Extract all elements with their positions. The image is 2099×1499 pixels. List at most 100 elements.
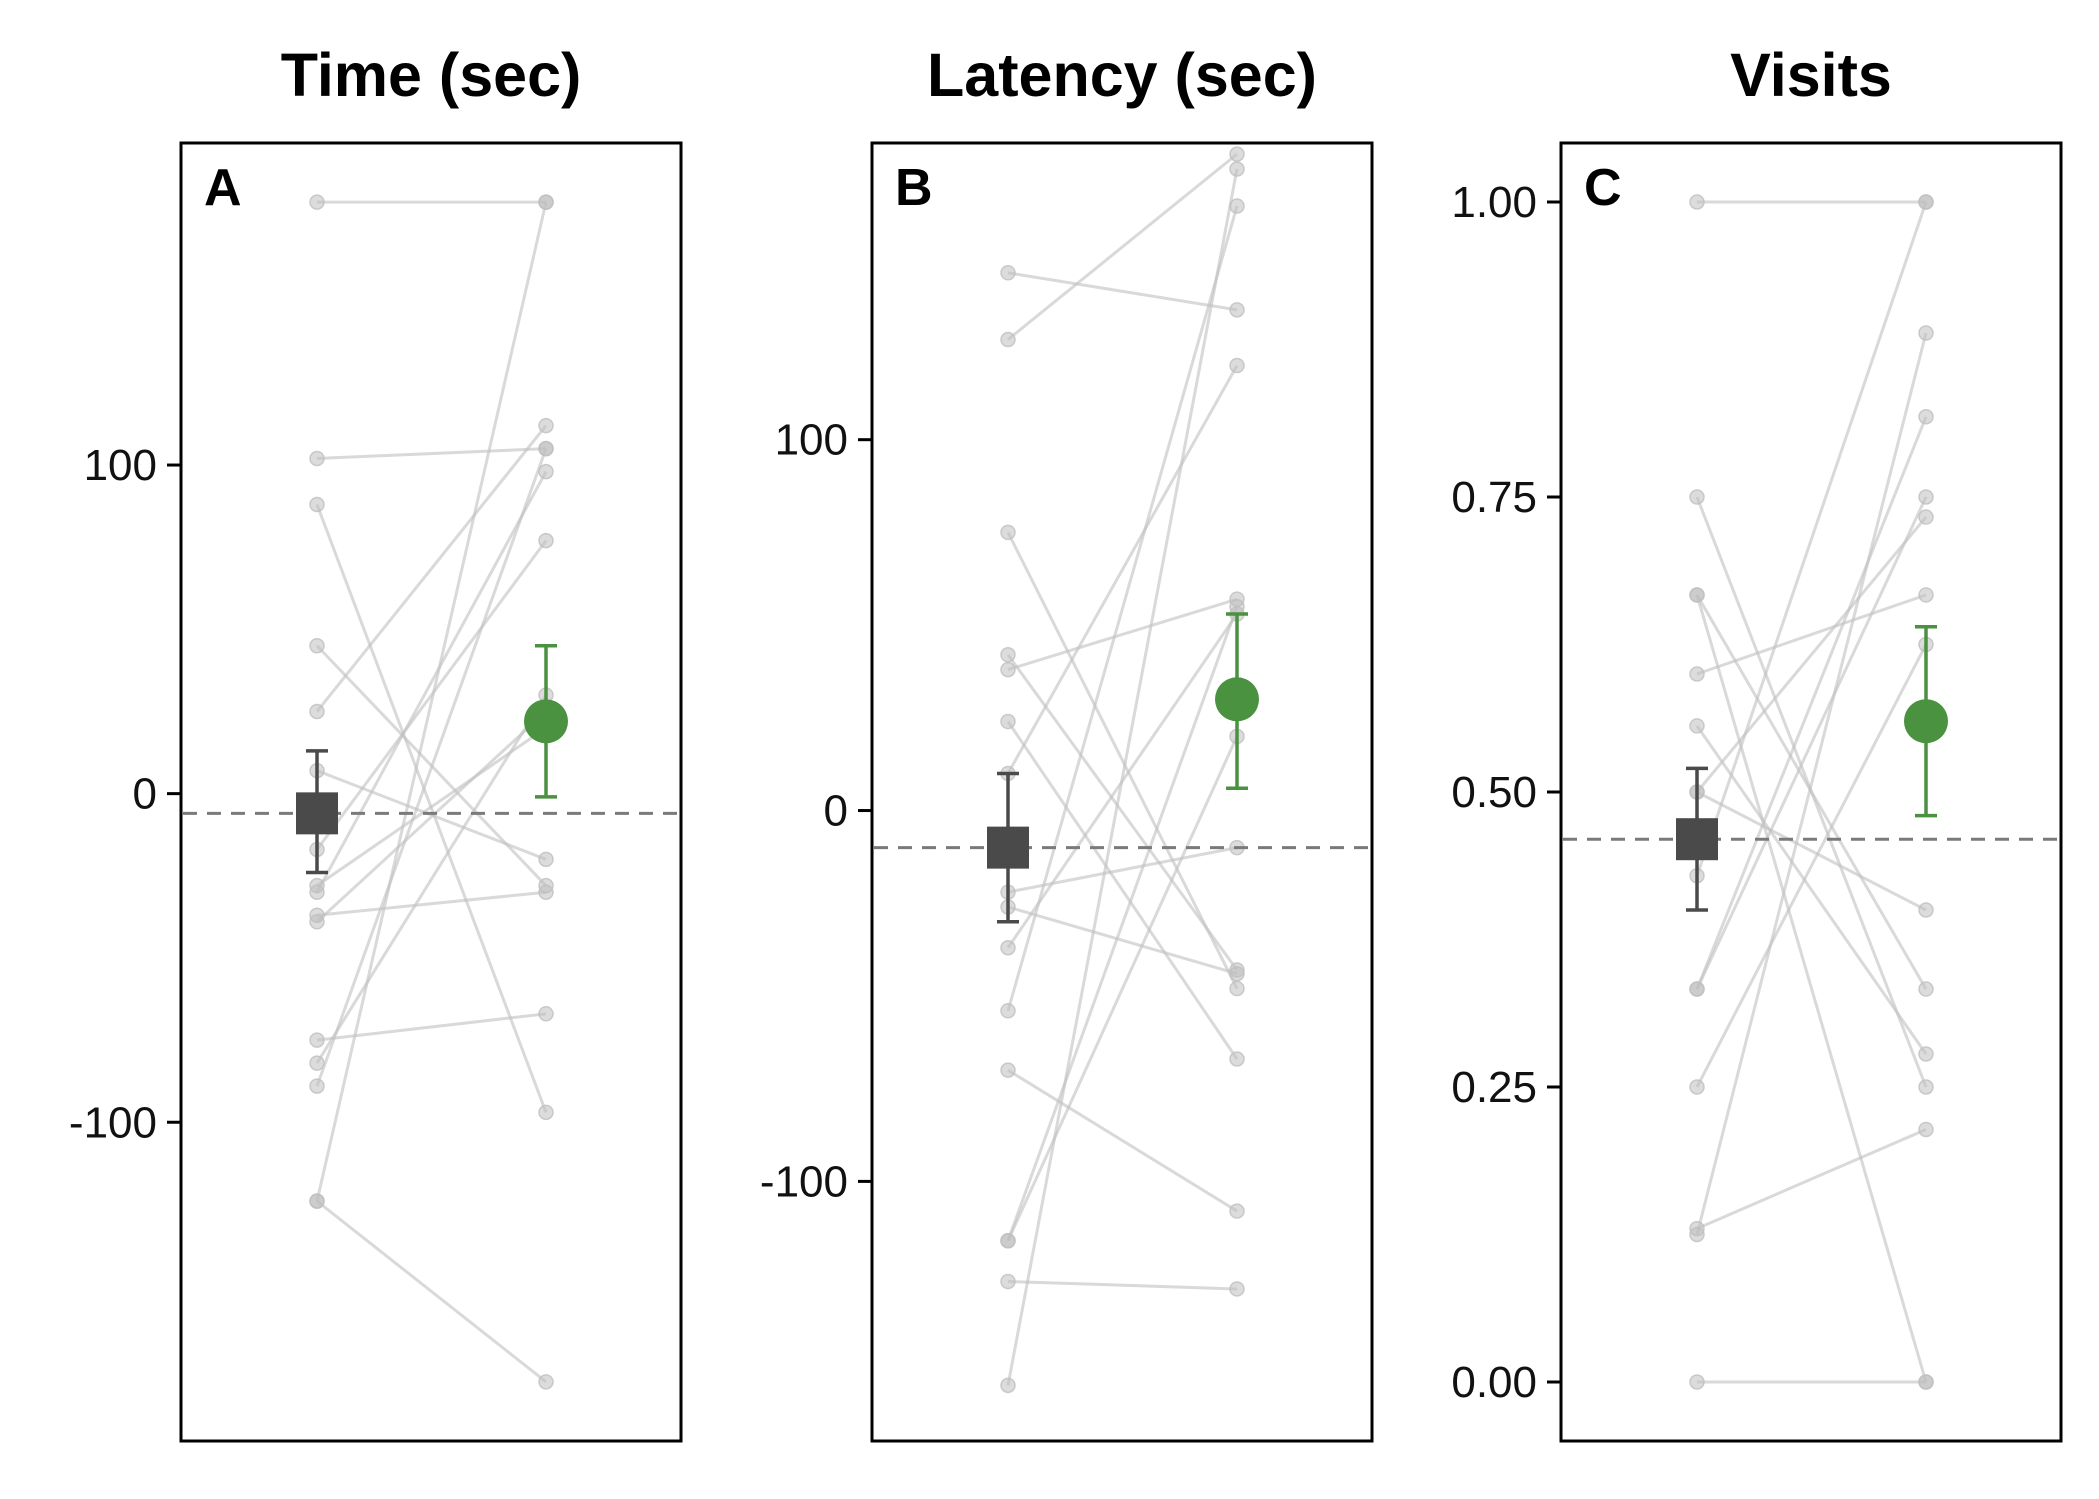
individual-point [1000, 1062, 1016, 1078]
individual-point [1229, 302, 1245, 318]
individual-point [309, 496, 325, 513]
individual-line [1006, 531, 1239, 990]
individual-point [309, 450, 325, 467]
individual-point [1229, 198, 1245, 214]
individual-point [1000, 1377, 1016, 1394]
individual-line [316, 1012, 547, 1042]
individual-point [1689, 1220, 1705, 1237]
individual-line [315, 694, 548, 1064]
individual-point [1000, 647, 1016, 663]
panel-b-title: Latency (sec) [927, 41, 1317, 109]
individual-line [1006, 364, 1239, 775]
individual-point [309, 914, 325, 930]
individual-point [1000, 713, 1016, 730]
individual-point [538, 194, 554, 210]
individual-line [1695, 201, 1928, 877]
individual-point [309, 194, 325, 210]
panel-c-letter: C [1584, 159, 1622, 217]
individual-line [1007, 1068, 1238, 1213]
individual-point [1918, 509, 1934, 525]
individual-point [1918, 489, 1934, 505]
individual-point [309, 1032, 325, 1048]
individual-point [1229, 357, 1245, 374]
individual-point [1689, 1374, 1705, 1390]
individual-point [1918, 409, 1934, 425]
y-tick-label: 0 [133, 770, 157, 819]
y-tick-label: 0.00 [1451, 1358, 1537, 1407]
individual-point [309, 1078, 325, 1094]
individual-line [1007, 846, 1238, 894]
individual-line [316, 447, 547, 460]
panel-b-individual-points [1000, 146, 1245, 1394]
individual-line [1006, 606, 1239, 1242]
individual-line [1007, 597, 1238, 672]
individual-point [1918, 1374, 1934, 1390]
individual-point [1918, 902, 1934, 918]
mean-marker-square [987, 826, 1029, 869]
panel-b-frame [870, 141, 1374, 1443]
individual-point [1689, 489, 1705, 505]
individual-point [1000, 661, 1016, 678]
panel-a-individual-lines [315, 200, 548, 1384]
individual-point [309, 884, 325, 900]
individual-point [1000, 524, 1016, 541]
individual-point [1000, 265, 1016, 281]
individual-line [1006, 720, 1239, 1060]
y-tick-label: 100 [84, 441, 157, 490]
panel-a-title: Time (sec) [281, 41, 582, 109]
panel-a-individual-points [309, 194, 554, 1390]
individual-line [1007, 152, 1238, 341]
individual-point [1229, 161, 1245, 177]
individual-line [315, 710, 548, 923]
panel-a-y-axis: -100 0 100 [69, 441, 181, 1147]
individual-line [1006, 205, 1239, 1012]
individual-point [1229, 1281, 1245, 1297]
individual-line [1007, 271, 1238, 312]
individual-line [1695, 725, 1928, 1055]
individual-line [1695, 594, 1928, 1383]
individual-point [1689, 981, 1705, 997]
individual-point [1229, 980, 1245, 997]
panel-b: Latency (sec) -100 0 100 B [760, 41, 1374, 1443]
panel-c-summary [1676, 625, 1948, 912]
individual-point [309, 1193, 325, 1209]
individual-point [1229, 1203, 1245, 1219]
individual-point [1918, 587, 1934, 603]
panel-c-individual-lines [1695, 200, 1928, 1384]
individual-line [1007, 905, 1238, 976]
individual-line [1695, 516, 1928, 793]
individual-point [538, 884, 554, 900]
individual-point [1918, 1046, 1934, 1062]
panel-a-frame [179, 141, 683, 1443]
panel-b-individual-lines [1006, 152, 1239, 1386]
mean-marker-square [1676, 818, 1718, 861]
y-tick-label: 0.75 [1451, 473, 1537, 522]
individual-line [1006, 168, 1239, 1386]
individual-point [1000, 1003, 1016, 1019]
individual-point [309, 1055, 325, 1071]
y-tick-label: 0.25 [1451, 1063, 1537, 1112]
individual-point [538, 463, 554, 480]
individual-line [1696, 1128, 1927, 1230]
individual-point [1918, 325, 1934, 341]
individual-line [315, 201, 548, 1202]
y-tick-label: 0 [824, 787, 848, 836]
individual-point [1918, 981, 1934, 997]
individual-line [315, 424, 548, 713]
individual-line [316, 1199, 547, 1384]
individual-point [309, 703, 325, 720]
individual-line [1695, 496, 1928, 990]
individual-point [1918, 194, 1934, 210]
individual-line [1695, 643, 1928, 1088]
individual-point [538, 417, 554, 434]
individual-line [316, 890, 547, 917]
individual-point [1000, 1232, 1016, 1249]
y-tick-label: 1.00 [1451, 178, 1537, 227]
individual-point [1229, 146, 1245, 162]
individual-point [1689, 1079, 1705, 1095]
individual-point [1918, 1079, 1934, 1095]
individual-point [1229, 965, 1245, 982]
panel-b-summary [987, 612, 1259, 924]
individual-point [538, 532, 554, 549]
